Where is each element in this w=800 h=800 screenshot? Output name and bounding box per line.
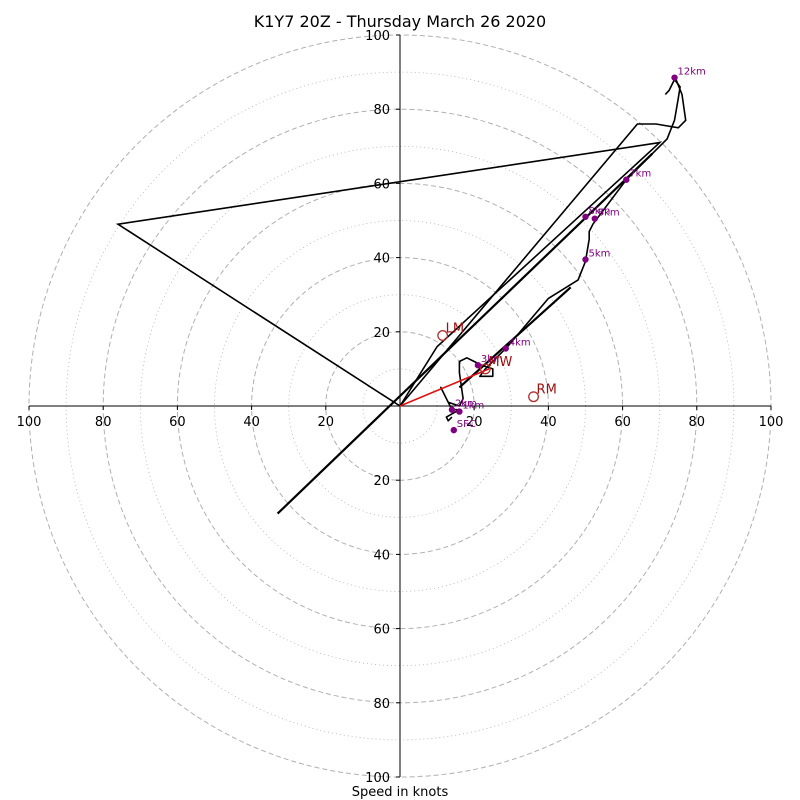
storm-motion-label: RM (537, 383, 557, 398)
mean-wind-vector (399, 368, 490, 407)
x-tick-label: 80 (95, 415, 112, 430)
x-tick-label: 100 (17, 415, 42, 430)
y-tick-label: 100 (365, 771, 390, 786)
height-marker (623, 176, 630, 183)
height-marker (582, 213, 589, 220)
storm-motion-trace (399, 75, 687, 407)
x-tick-label: 20 (318, 415, 335, 430)
hodograph-trace (439, 78, 681, 422)
storm-motion-marker (479, 363, 491, 375)
y-tick-label: 20 (373, 326, 390, 341)
shear-line (276, 152, 654, 515)
height-marker-label: 7km (629, 169, 651, 180)
height-marker-label: 8km (589, 206, 611, 217)
x-tick-label: 60 (169, 415, 186, 430)
x-tick-label: 80 (689, 415, 706, 430)
x-tick-label: 40 (243, 415, 260, 430)
height-marker-label: 2km (455, 399, 477, 410)
height-marker (502, 345, 509, 352)
tick-labels: 100 80 60 40 20 20 40 60 80 100100806040202040608… (17, 29, 784, 786)
height-marker-label: 1km (462, 401, 484, 412)
y-tick-label: 80 (373, 103, 390, 118)
traces (115, 75, 687, 515)
height-marker (591, 215, 598, 222)
y-tick-label: 100 (365, 29, 390, 44)
storm-motion-label: MW (488, 355, 512, 370)
height-marker (671, 74, 678, 81)
x-tick-label: 20 (466, 415, 483, 430)
storm-motion-marker (528, 391, 540, 403)
height-marker (448, 406, 456, 413)
inflow-triangle (115, 141, 663, 407)
chart-title: K1Y7 20Z - Thursday March 26 2020 (254, 12, 546, 31)
x-tick-label: 60 (614, 415, 631, 430)
height-marker-label: SFC (457, 419, 476, 430)
height-marker-label: 4km (509, 337, 531, 348)
height-marker (582, 256, 589, 263)
y-tick-label: 40 (373, 252, 390, 267)
x-tick-label: 100 (759, 415, 784, 430)
x-tick-label: 40 (540, 415, 557, 430)
x-axis-label: Speed in knots (352, 785, 449, 800)
storm-motion-label: LM (446, 322, 464, 337)
height-marker-label: 6km (598, 208, 620, 219)
y-tick-label: 20 (373, 474, 390, 489)
height-marker (474, 361, 482, 369)
height-marker (456, 408, 463, 415)
y-tick-label: 80 (373, 697, 390, 712)
height-marker-label: 12km (678, 67, 706, 78)
height-marker (450, 426, 457, 434)
height-marker-label: 3km (481, 354, 503, 365)
storm-motions: LM MW RM (437, 322, 557, 403)
height-marker-label: 5km (589, 248, 611, 259)
y-tick-label: 60 (373, 623, 390, 638)
y-tick-label: 40 (373, 548, 390, 563)
storm-motion-marker (437, 330, 449, 341)
